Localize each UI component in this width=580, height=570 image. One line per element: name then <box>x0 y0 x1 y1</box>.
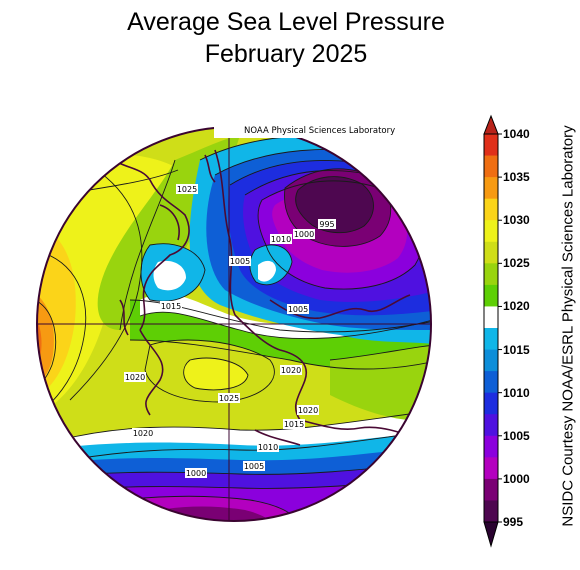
colorbar-tick-label: 1025 <box>503 256 530 271</box>
contour-label-1005-center: 1005 <box>288 305 308 314</box>
colorbar-tick-label: 1005 <box>503 428 530 443</box>
colorbar-swatch <box>484 284 498 307</box>
side-credit-text: NSIDC Courtesy NOAA/ESRL Physical Scienc… <box>559 125 577 527</box>
contour-label-1015-south: 1015 <box>284 420 304 429</box>
colorbar-swatch <box>484 414 498 437</box>
map-title-line-1: Average Sea Level Pressure <box>127 8 445 36</box>
contour-label-1025-north: 1025 <box>177 185 197 194</box>
colorbar-swatch <box>484 500 498 523</box>
contour-label-995: 995 <box>319 220 334 229</box>
colorbar-swatch <box>484 328 498 350</box>
colorbar-swatch <box>484 241 498 264</box>
colorbar-tick-label: 1035 <box>503 170 530 185</box>
colorbar-tick-label: 1040 <box>503 127 530 141</box>
contour-label-1020-southwest: 1020 <box>133 429 153 438</box>
colorbar-swatch <box>484 220 498 243</box>
colorbar-outline <box>483 133 499 523</box>
colorbar-swatch <box>484 392 498 415</box>
contour-label-1000-south: 1000 <box>186 469 206 478</box>
map-title-line-2: February 2025 <box>204 40 368 68</box>
contour-label-1005-south: 1005 <box>244 462 264 471</box>
contour-label-1000-north: 1000 <box>294 230 314 239</box>
colorbar-swatch <box>484 263 498 286</box>
colorbar-swatch <box>484 306 498 329</box>
colorbar-tick-label: 995 <box>503 515 524 529</box>
credit-box: NOAA Physical Sciences Laboratory <box>214 125 432 138</box>
colorbar-tick-label: 1000 <box>503 471 530 486</box>
contour-label-1005-west: 1005 <box>230 257 250 266</box>
colorbar-swatch <box>484 198 498 221</box>
colorbar-swatch <box>484 435 498 458</box>
contour-label-1020-west: 1020 <box>125 373 145 382</box>
colorbar-tick-label: 1015 <box>503 342 530 357</box>
graticule <box>37 127 431 521</box>
contour-label-1020-center: 1020 <box>281 366 301 375</box>
colorbar-swatch <box>484 371 498 394</box>
contour-label-1020-south: 1020 <box>298 406 318 415</box>
colorbar-swatch <box>484 134 498 156</box>
contour-label-1025-pacific: 1025 <box>219 394 239 403</box>
colorbar-tick-label: 1010 <box>503 385 530 400</box>
colorbar-tick-label: 1030 <box>503 213 530 228</box>
colorbar-swatch <box>484 177 498 200</box>
colorbar-tick-label: 1020 <box>503 299 530 314</box>
colorbar-swatch <box>484 349 498 372</box>
colorbar-max-arrow <box>483 114 499 135</box>
contour-label-1015-west: 1015 <box>161 302 181 311</box>
contour-label-1010-south: 1010 <box>258 443 278 452</box>
coastlines <box>99 149 421 446</box>
colorbar-swatch <box>484 155 498 178</box>
contour-label-1010-north: 1010 <box>271 235 291 244</box>
colorbar-swatch <box>484 457 498 480</box>
contour-labels: 1025 995 1000 1010 1005 1015 1005 1020 1… <box>124 184 336 478</box>
colorbar <box>483 114 502 548</box>
colorbar-min-arrow <box>483 521 499 548</box>
colorbar-swatch <box>484 478 498 501</box>
